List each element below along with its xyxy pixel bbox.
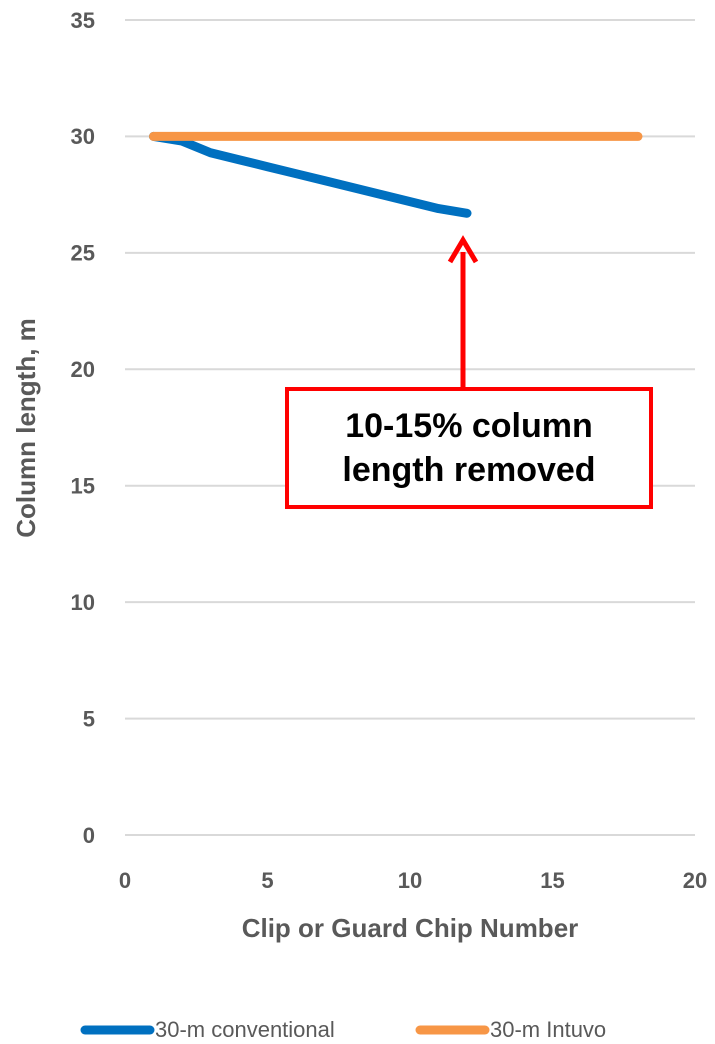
- y-tick-label: 10: [71, 590, 95, 615]
- arrow-head: [447, 235, 479, 264]
- annotation-box: [285, 387, 653, 509]
- x-tick-label: 10: [398, 868, 422, 893]
- y-tick-label: 30: [71, 124, 95, 149]
- series-line: [149, 131, 472, 218]
- y-tick-label: 20: [71, 357, 95, 382]
- annotation-text: 10-15% column: [345, 407, 593, 445]
- annotation-text: length removed: [342, 451, 595, 489]
- x-tick-label: 15: [540, 868, 564, 893]
- y-axis-title: Column length, m: [11, 318, 41, 538]
- x-tick-label: 20: [683, 868, 707, 893]
- legend-label: 30-m Intuvo: [490, 1017, 606, 1042]
- y-tick-label: 15: [71, 474, 95, 499]
- x-tick-label: 5: [261, 868, 273, 893]
- y-tick-label: 35: [71, 8, 95, 33]
- y-tick-label: 0: [83, 823, 95, 848]
- y-tick-label: 25: [71, 241, 95, 266]
- x-tick-label: 0: [119, 868, 131, 893]
- annotation: 10-15% column length removed: [285, 235, 653, 509]
- y-tick-label: 5: [83, 706, 95, 731]
- x-axis-title: Clip or Guard Chip Number: [242, 913, 579, 943]
- legend-label: 30-m conventional: [155, 1017, 335, 1042]
